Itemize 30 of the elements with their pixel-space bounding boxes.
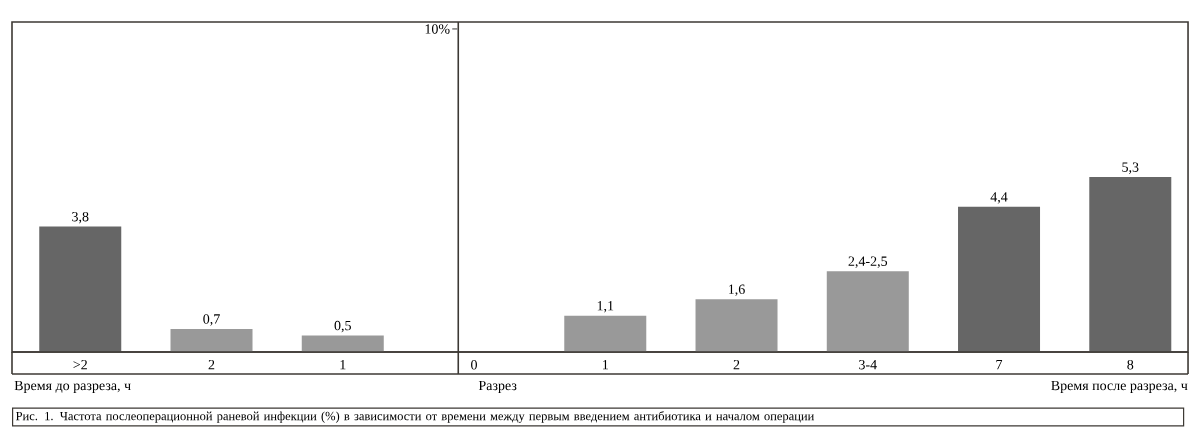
bar: [301, 335, 384, 352]
bar: [1089, 177, 1172, 352]
data-label: 1,6: [729, 284, 745, 296]
text: Рис. 1. Частота послеоперационной раневой инфекции (%) в зависимости от времени между первым введением антибиотика и началом операции: [15, 411, 814, 423]
bar: [826, 271, 909, 352]
text: Время после разреза, ч: [1051, 380, 1188, 394]
data-label: 0,7: [203, 314, 220, 326]
bar: [958, 206, 1041, 352]
data-label: 1,1: [597, 301, 614, 313]
x-tick-label: 3-4: [859, 359, 877, 370]
data-label: 0,5: [334, 320, 351, 333]
ref-line-label: Разрез: [478, 380, 517, 394]
x-tick-label: >2: [73, 359, 87, 370]
bar: [170, 328, 253, 352]
x-tick-label: 2: [208, 359, 215, 370]
bar: [695, 299, 778, 352]
data-label: 4,4: [990, 192, 1008, 204]
x-tick-label: 1: [340, 359, 346, 370]
bar: [39, 226, 122, 352]
data-label: 3,8: [72, 211, 89, 224]
x-tick-label: 0: [471, 359, 477, 370]
text: Время до разреза, ч: [14, 380, 131, 394]
annotation: 10%: [425, 24, 450, 34]
bar: [564, 315, 647, 352]
data-label: 5,3: [1122, 162, 1139, 174]
data-label: 2,4-2,5: [848, 256, 888, 268]
x-tick-label: 8: [1127, 359, 1134, 370]
x-tick-label: 7: [996, 359, 1003, 370]
x-tick-label: 2: [733, 359, 740, 370]
x-tick-label: 1: [603, 359, 608, 370]
